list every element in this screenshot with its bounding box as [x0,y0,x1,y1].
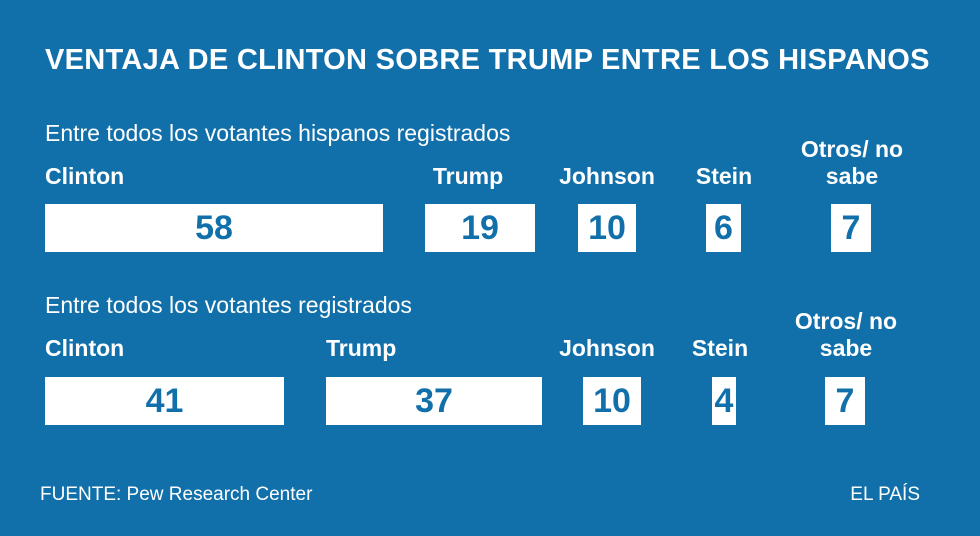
bar-trump: 19 [425,204,535,252]
bar-trump: 37 [326,377,542,425]
bar-johnson: 10 [583,377,641,425]
panel-title-hispanic: Entre todos los votantes hispanos regist… [45,120,511,146]
panel-title-all: Entre todos los votantes registrados [45,292,412,318]
bar-stein: 4 [712,377,736,425]
chart-title: VENTAJA DE CLINTON SOBRE TRUMP ENTRE LOS… [45,44,930,76]
source-note: FUENTE: Pew Research Center [40,484,313,505]
data-label-stein: 4 [714,381,734,420]
category-label-johnson: Johnson [559,335,655,361]
bar-clinton: 41 [45,377,284,425]
category-label-clinton: Clinton [45,335,125,361]
bar-johnson: 10 [578,204,636,252]
data-label-trump: 37 [415,381,453,420]
data-label-otros: 7 [835,381,855,420]
data-label-clinton: 58 [195,208,233,247]
data-label-trump: 19 [461,208,499,247]
brand-logo: EL PAÍS [850,484,920,505]
data-label-johnson: 10 [593,381,631,420]
category-label-trump: Trump [326,335,397,361]
category-label-johnson: Johnson [559,163,655,189]
category-label-clinton: Clinton [45,163,125,189]
bar-otros: 7 [825,377,865,425]
data-label-johnson: 10 [588,208,626,247]
data-label-clinton: 41 [145,381,184,420]
bar-otros: 7 [831,204,871,252]
data-label-stein: 6 [714,208,733,247]
category-label-otros: Otros/ no sabe [794,308,898,361]
category-label-trump: Trump [432,163,504,189]
category-label-otros: Otros/ no sabe [800,136,904,189]
category-label-stein: Stein [695,163,753,189]
category-label-stein: Stein [691,335,749,361]
bar-stein: 6 [706,204,741,252]
bar-clinton: 58 [45,204,383,252]
data-label-otros: 7 [841,208,861,247]
